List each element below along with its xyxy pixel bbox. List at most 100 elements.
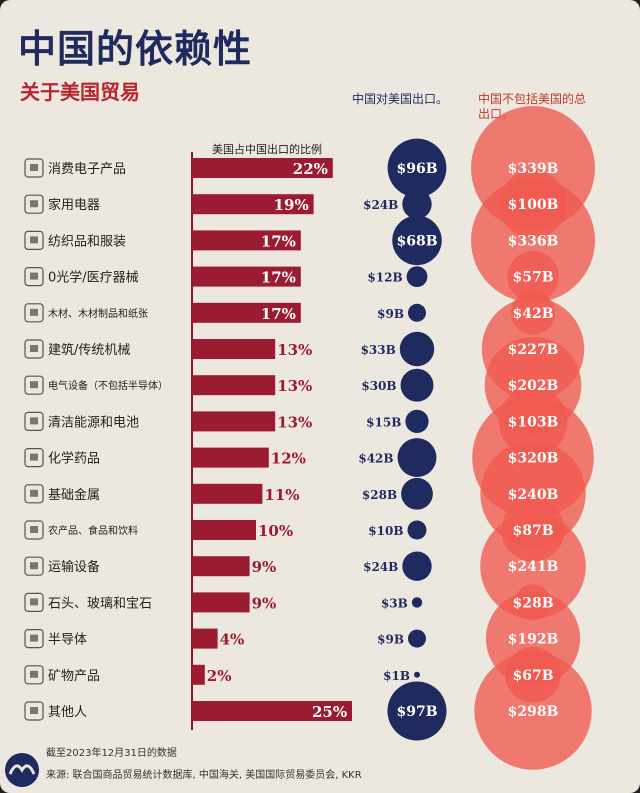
battery-icon: [24, 411, 44, 431]
us-export-bubble: [387, 138, 447, 198]
monitor-icon: [24, 158, 44, 178]
food-icon: [24, 520, 44, 540]
category-label: 半导体: [48, 633, 87, 648]
share-bar: [192, 339, 276, 359]
total-export-label: $67B: [512, 668, 553, 684]
us-export-label: $96B: [396, 161, 437, 177]
share-label: 17%: [261, 232, 296, 250]
us-export-bubble: [400, 368, 434, 402]
us-export-bubble: [387, 681, 447, 741]
us-bubbles: $96B $24B $68B $12B $9B $33B $30B $15B $42B $28B $…: [358, 138, 447, 741]
category-label: 农产品、食品和饮料: [48, 524, 138, 537]
us-export-bubble: [408, 629, 426, 648]
share-bar: [192, 266, 301, 287]
share-bar: [192, 411, 276, 432]
share-label: 17%: [261, 305, 296, 323]
share-label: 9%: [252, 594, 277, 612]
us-export-bubble: [405, 409, 429, 434]
wood-icon-glyph: [30, 308, 38, 316]
total-export-bubble: [474, 652, 592, 770]
total-export-label: $100B: [508, 197, 559, 213]
total-export-label: $103B: [508, 414, 559, 430]
category-label: 矿物产品: [48, 669, 100, 684]
us-export-label: $9B: [377, 307, 404, 321]
share-bar: [192, 664, 205, 685]
us-export-bubble: [402, 189, 432, 219]
share-label: 19%: [274, 196, 309, 214]
total-export-label: $202B: [508, 378, 559, 394]
share-bar: [192, 701, 352, 721]
share-bar: [192, 447, 269, 468]
us-export-bubble: [397, 438, 437, 478]
share-label: 13%: [277, 413, 312, 431]
us-export-label: $15B: [366, 415, 401, 429]
wood-icon: [24, 303, 44, 323]
electric-icon-glyph: [30, 381, 38, 389]
us-export-label: $24B: [363, 560, 398, 574]
total-export-label: $192B: [508, 632, 559, 648]
chip-icon-glyph: [30, 634, 38, 642]
share-bar: [192, 194, 314, 215]
share-label: 25%: [312, 703, 347, 721]
us-export-bubble: [401, 477, 433, 510]
total-exports-header-line1: 中国不包括美国的总: [478, 92, 587, 106]
footer-source: 来源: 联合国商品贸易统计数据库, 中国海关, 美国国际贸易委员会, KKR: [46, 770, 362, 781]
us-export-label: $33B: [361, 343, 396, 357]
share-label: 2%: [207, 667, 232, 685]
us-export-bubble: [406, 266, 428, 287]
total-export-label: $240B: [508, 487, 559, 503]
total-export-label: $87B: [512, 523, 553, 539]
medical-icon: [24, 267, 44, 287]
total-export-label: $298B: [508, 704, 559, 720]
gem-icon-glyph: [30, 598, 38, 606]
category-label: 纺织品和服装: [48, 234, 126, 249]
share-bar: [192, 158, 333, 178]
battery-icon-glyph: [30, 417, 38, 425]
us-export-label: $3B: [381, 596, 408, 610]
share-bar: [192, 230, 301, 251]
electric-icon: [24, 375, 44, 395]
category-label: 消费电子产品: [48, 162, 126, 177]
food-icon-glyph: [30, 526, 38, 533]
share-bar: [192, 483, 263, 504]
footer-date: 截至2023年12月31日的数据: [46, 748, 177, 759]
us-export-bubble: [407, 520, 427, 540]
share-bars: 22% 19% 17% 17% 17% 13% 13% 13% 12% 11% 10% 9% 9% 4% 2…: [192, 158, 352, 721]
share-label: 11%: [264, 486, 299, 504]
category-label: 化学药品: [48, 451, 100, 467]
share-bar: [192, 302, 301, 323]
us-export-bubble: [402, 551, 432, 581]
machinery-icon: [24, 339, 44, 359]
medical-icon-glyph: [30, 272, 38, 280]
category-label: 电气设备（不包括半导体）: [48, 379, 168, 392]
gem-icon: [24, 592, 44, 613]
total-export-label: $336B: [508, 233, 559, 249]
share-label: 12%: [271, 450, 306, 468]
appliance-icon: [24, 194, 44, 214]
mineral-icon: [24, 665, 44, 685]
category-label: 0光学/医疗器械: [48, 270, 139, 286]
us-exports-header: 中国对美国出口。: [352, 92, 449, 106]
flask-icon-glyph: [30, 453, 38, 461]
total-bubbles: [471, 106, 595, 770]
category-label: 其他人: [48, 705, 87, 720]
us-export-label: $1B: [383, 669, 410, 683]
page-subtitle: 关于美国贸易: [20, 80, 140, 104]
us-export-bubble: [399, 331, 435, 367]
total-export-label: $241B: [508, 559, 559, 575]
other-icon-glyph: [30, 707, 38, 714]
us-export-label: $68B: [396, 233, 437, 249]
category-label: 建筑/传统机械: [48, 342, 130, 358]
logo-icon: [5, 753, 39, 787]
truck-icon: [24, 556, 44, 576]
us-export-label: $97B: [396, 704, 437, 720]
category-label: 基础金属: [48, 487, 100, 503]
share-label: 10%: [258, 522, 293, 540]
share-bar: [192, 592, 250, 613]
category-label: 运输设备: [48, 559, 100, 575]
truck-icon-glyph: [30, 562, 38, 570]
us-export-label: $12B: [367, 271, 402, 285]
chip-icon: [24, 628, 44, 649]
